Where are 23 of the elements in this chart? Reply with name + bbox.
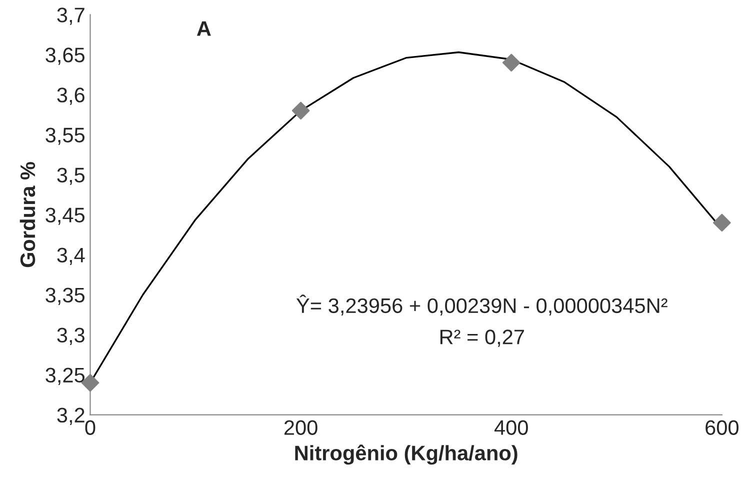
y-tick-label: 3,65 [46,48,85,65]
y-tick-label: 3,5 [57,168,85,185]
y-tick-label: 3,55 [46,128,85,145]
point [502,54,520,72]
annotation: Ŷ= 3,23956 + 0,00239N - 0,00000345N² [296,294,668,316]
y-tick-label: 3,7 [57,8,84,25]
y-tick-label: 3,4 [57,248,85,265]
x-tick-label: 600 [706,420,738,435]
y-tick-label: 3,2 [57,408,84,426]
x-tick-label: 0 [85,420,96,435]
x-axis-title: Nitrogênio (Kg/ha/ano) [295,444,518,465]
chart-title: A [196,21,211,36]
y-tick-label: 3,6 [57,88,84,105]
y-tick-label: 3,25 [46,368,85,385]
annotation: R² = 0,27 [440,330,524,347]
x-tick-label: 200 [284,420,318,435]
y-tick-label: 3,3 [57,328,84,345]
x-tick-label: 400 [494,420,528,435]
point [713,214,731,232]
y-axis-title: Gordura % [20,162,36,268]
y-tick-label: 3,45 [46,208,85,225]
y-tick-label: 3,35 [46,288,85,305]
point [292,102,310,120]
